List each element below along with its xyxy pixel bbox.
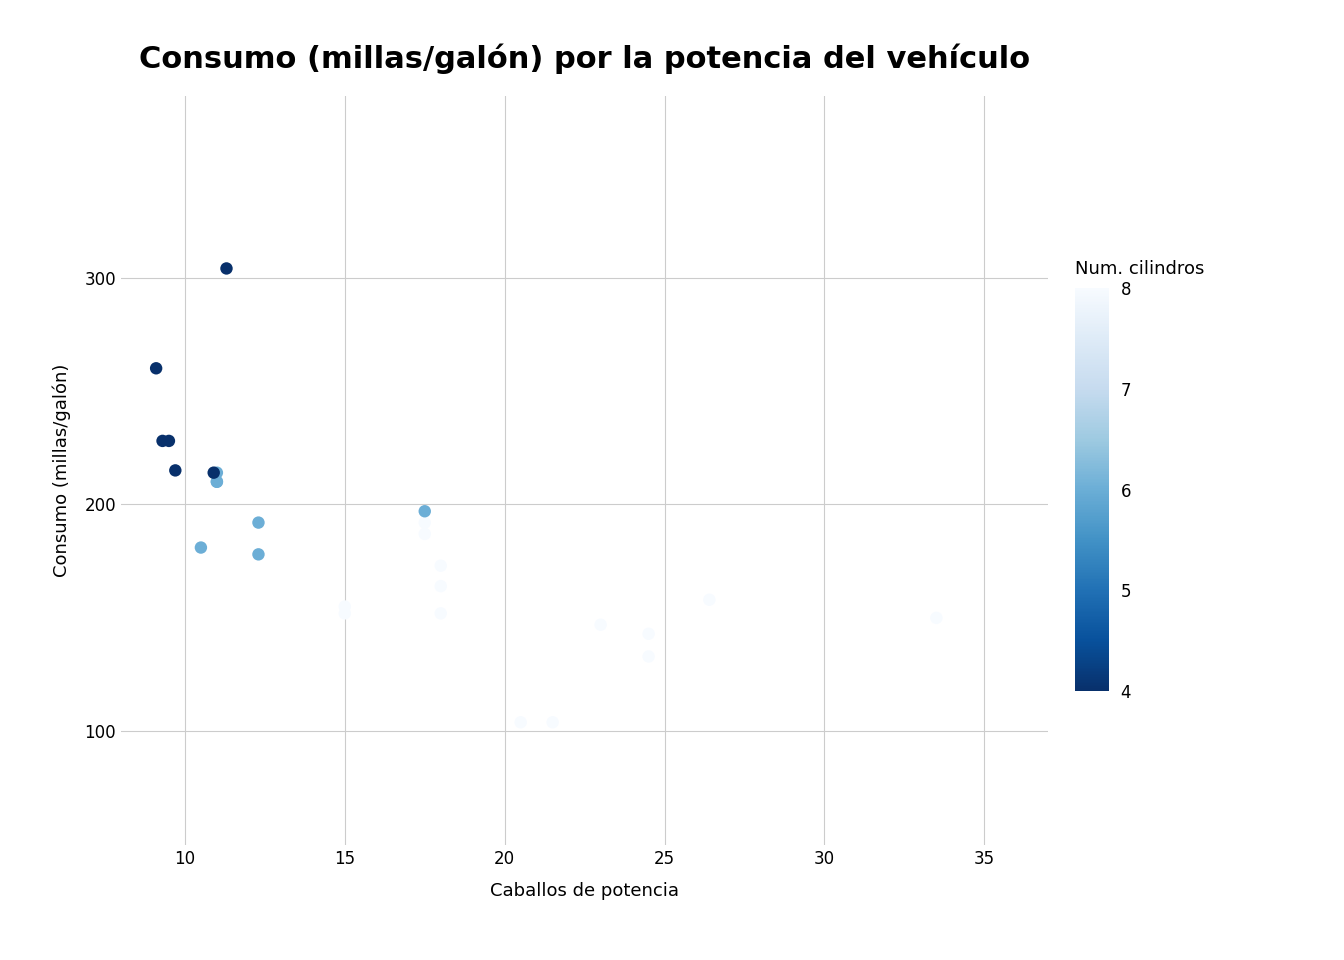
Y-axis label: Consumo (millas/galón): Consumo (millas/galón) bbox=[52, 364, 71, 577]
Point bbox=[52, 396, 74, 412]
Point bbox=[20, 261, 42, 276]
Point bbox=[335, 606, 356, 621]
Point bbox=[164, 463, 185, 478]
Point bbox=[203, 465, 224, 480]
Point bbox=[926, 611, 948, 626]
Point bbox=[699, 592, 720, 608]
Point bbox=[216, 261, 238, 276]
Point bbox=[152, 433, 173, 448]
Point bbox=[247, 546, 269, 562]
Point bbox=[430, 579, 452, 594]
Point bbox=[542, 714, 563, 730]
Point bbox=[62, 181, 83, 197]
Point bbox=[414, 504, 435, 519]
Point bbox=[638, 626, 660, 641]
Point bbox=[414, 526, 435, 541]
Point bbox=[145, 361, 167, 376]
X-axis label: Caballos de potencia: Caballos de potencia bbox=[491, 881, 679, 900]
Point bbox=[206, 474, 227, 490]
Point bbox=[206, 474, 227, 490]
Title: Consumo (millas/galón) por la potencia del vehículo: Consumo (millas/galón) por la potencia d… bbox=[138, 44, 1031, 74]
Point bbox=[414, 515, 435, 530]
Point bbox=[66, 215, 87, 230]
Point bbox=[206, 465, 227, 480]
Point bbox=[430, 558, 452, 573]
Point bbox=[590, 617, 612, 633]
Point bbox=[638, 649, 660, 664]
Point bbox=[66, 331, 87, 347]
Point bbox=[335, 599, 356, 614]
Point bbox=[509, 714, 531, 730]
Point bbox=[430, 606, 452, 621]
Point bbox=[190, 540, 211, 555]
Point bbox=[159, 433, 180, 448]
Point bbox=[247, 515, 269, 530]
Text: Num. cilindros: Num. cilindros bbox=[1075, 260, 1204, 278]
